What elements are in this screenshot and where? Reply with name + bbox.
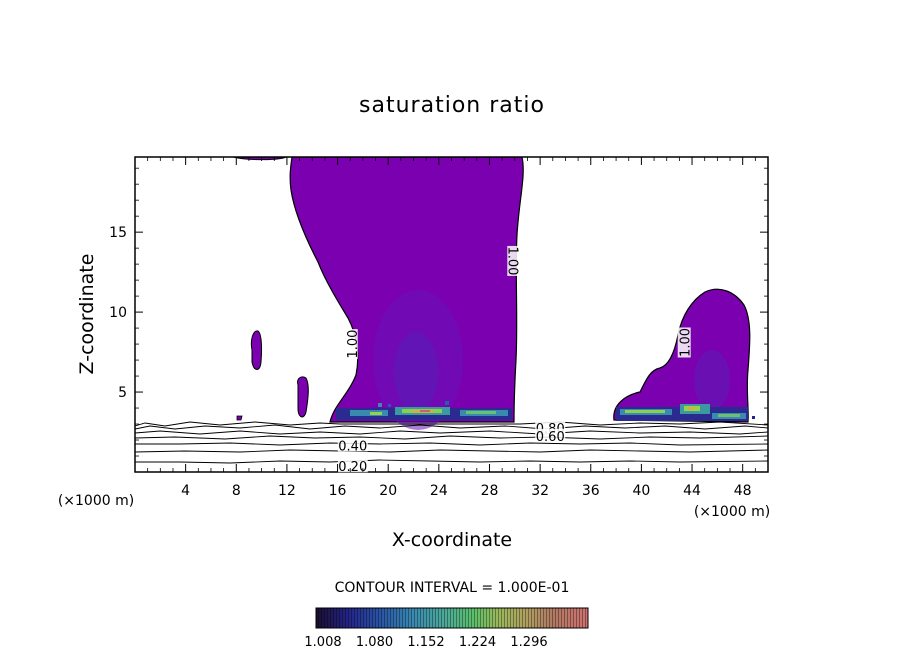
colorbar-tick-label: 1.080	[356, 635, 393, 650]
x-axis: 4 8 12 16 20 24 28 32 36 40 44 48	[147, 157, 756, 499]
colorbar-tick-label: 1.224	[459, 635, 496, 650]
contour-label: 1.00	[677, 327, 694, 358]
x-tick-label: 28	[481, 483, 499, 499]
contour-labels: 1.001.001.000.800.600.400.20	[337, 245, 694, 475]
chart-title: saturation ratio	[359, 93, 545, 118]
contour-label-text: 0.60	[536, 430, 565, 445]
saturation-band-main	[336, 401, 512, 420]
contour-label-bg	[535, 428, 566, 442]
x-tick-label: 20	[379, 483, 397, 499]
colorbar-tick-label: 1.152	[407, 635, 444, 650]
cloud-cell-a	[250, 330, 263, 370]
colorbar-labels: 1.008 1.080 1.152 1.224 1.296	[304, 635, 547, 650]
y-tick-label: 10	[109, 305, 127, 321]
colorbar-stripes	[316, 608, 588, 628]
x-tick-label: 4	[181, 483, 190, 499]
cloud-cell-b	[297, 376, 309, 418]
x-tick-label: 12	[278, 483, 296, 499]
contour-label-bg	[677, 327, 691, 358]
contour-label-text: 1.00	[346, 330, 361, 359]
contour-label: 1.00	[344, 329, 361, 360]
contour-label-bg	[344, 329, 358, 360]
contour-label: 1.00	[504, 245, 521, 276]
x-tick-label: 44	[683, 483, 701, 499]
isolines	[135, 421, 768, 464]
y-axis-title: Z-coordinate	[76, 254, 98, 375]
contour-label-text: 1.00	[679, 328, 694, 357]
contour-label: 0.60	[535, 428, 566, 445]
contour-label-text: 0.40	[338, 439, 367, 454]
contour-label-text: 1.00	[504, 246, 519, 275]
contour-label-bg	[337, 438, 368, 452]
contour-label-text: 0.20	[338, 460, 367, 475]
x-tick-label: 16	[329, 483, 347, 499]
colorbar-tick-label: 1.008	[304, 635, 341, 650]
x-unit-label-right: (×1000 m)	[694, 504, 770, 520]
x-tick-label: 36	[582, 483, 600, 499]
colorbar-tick-label: 1.296	[510, 635, 547, 650]
x-tick-label: 40	[632, 483, 650, 499]
contour-label: 0.40	[337, 438, 368, 454]
colorbar-frame	[315, 607, 589, 629]
contour-interval-label: CONTOUR INTERVAL = 1.000E-01	[335, 580, 570, 596]
saturation-band-right	[616, 404, 755, 421]
cloud-right-core	[694, 350, 730, 410]
contour-label-bg	[337, 459, 368, 473]
y-axis: 5 10 15	[109, 167, 768, 457]
y-tick-label: 5	[118, 385, 127, 401]
contour-label: 0.20	[337, 459, 368, 475]
x-tick-label: 32	[531, 483, 549, 499]
x-tick-label: 8	[232, 483, 241, 499]
x-tick-label: 48	[734, 483, 752, 499]
cloud-core-inner	[394, 332, 438, 412]
x-axis-title: X-coordinate	[392, 529, 512, 551]
x-tick-label: 24	[430, 483, 448, 499]
contour-label-bg	[507, 245, 521, 276]
y-tick-label: 15	[109, 225, 127, 241]
cloud-cell-c	[236, 415, 243, 421]
x-unit-label-left: (×1000 m)	[58, 493, 134, 509]
